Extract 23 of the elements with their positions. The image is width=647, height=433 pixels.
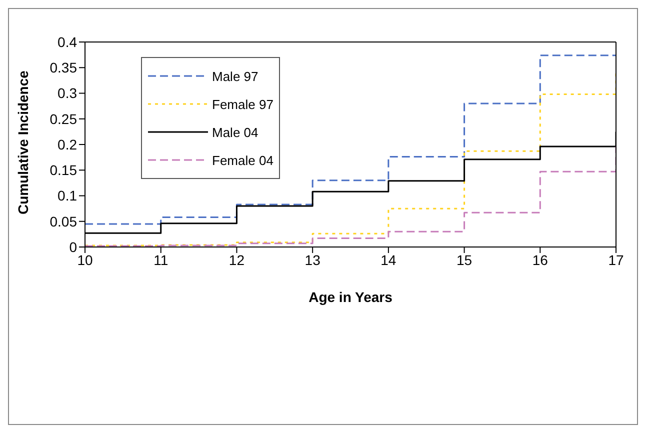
y-tick-label: 0.2 (58, 136, 78, 152)
x-tick-label: 16 (532, 252, 548, 268)
x-axis-title: Age in Years (308, 289, 393, 305)
x-tick-label: 11 (154, 252, 168, 268)
legend-label: Female 97 (212, 96, 274, 112)
x-tick-label: 17 (608, 252, 624, 268)
y-tick-label: 0.35 (50, 60, 78, 76)
x-tick-label: 12 (228, 252, 245, 268)
y-axis-title: Cumulative Incidence (14, 70, 31, 214)
x-tick-label: 15 (456, 252, 472, 268)
legend-label: Male 97 (212, 68, 258, 84)
y-tick-label: 0.4 (58, 34, 78, 50)
x-tick-label: 14 (380, 252, 396, 268)
y-tick-label: 0.05 (50, 213, 78, 230)
y-tick-label: 0 (69, 238, 78, 255)
y-tick-label: 0.3 (58, 85, 78, 102)
y-tick-label: 0.15 (50, 162, 78, 178)
x-tick-label: 10 (77, 252, 93, 268)
legend-label: Female 04 (212, 152, 274, 168)
x-tick-label: 13 (304, 252, 321, 268)
legend-label: Male 04 (212, 124, 258, 140)
y-tick-label: 0.25 (50, 110, 78, 127)
y-tick-label: 0.1 (58, 188, 78, 204)
